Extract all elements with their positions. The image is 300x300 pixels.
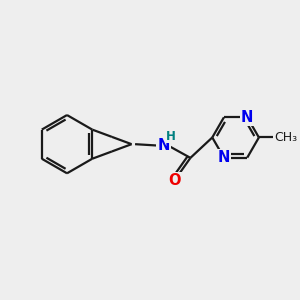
Text: H: H [166, 130, 176, 143]
Text: CH₃: CH₃ [274, 131, 297, 144]
Text: N: N [218, 150, 230, 165]
Text: N: N [241, 110, 253, 125]
Text: N: N [158, 138, 170, 153]
Text: O: O [168, 173, 181, 188]
